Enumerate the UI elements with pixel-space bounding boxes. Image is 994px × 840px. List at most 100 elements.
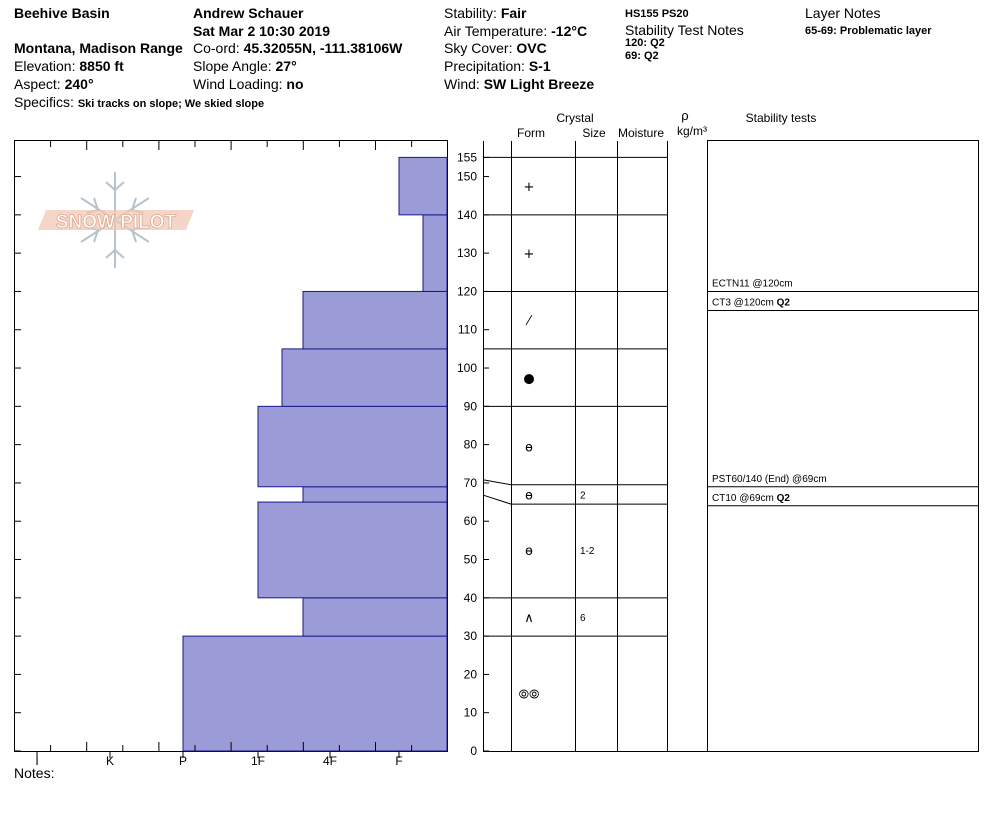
observation-datetime: Sat Mar 2 10:30 2019 [193,23,330,39]
depth-tick-label: 100 [457,361,477,375]
hardness-tick-label: 1F [251,754,265,768]
slope-label: Slope Angle: [193,58,272,74]
precipitation: Precipitation: S-1 [444,57,551,75]
aspect-value: 240° [64,76,94,92]
coordinates: Co-ord: 45.32055N, -111.38106W [193,39,402,57]
hardness-bar [281,348,448,407]
depth-axis: 0 10 20 30 40 50 60 70 80 90 100 110 120 130 140 150 155 [457,150,489,758]
hardness-bar [398,156,448,216]
depth-tick-label: 110 [458,323,477,337]
hardness-bar [302,486,448,503]
hardness-tick-label: 4F [323,754,337,768]
depth-tick-label: 60 [464,514,478,528]
elevation-label: Elevation: [14,58,76,74]
hardness-tick-label: P [179,754,187,768]
grain-form-symbol: ѳ [525,488,533,503]
sky-cover: Sky Cover: OVC [444,39,547,57]
specifics-value: Ski tracks on slope; We skied slope [77,98,265,110]
air-temperature: Air Temperature: -12°C [444,22,587,40]
depth-tick-label: 0 [470,744,477,758]
grain-forms: ⦾⦾ ∧ ѳ ѳ ѳ ● ⁄ + + [519,180,540,702]
depth-tick-label: 20 [464,667,478,681]
hardness-bar [182,635,448,752]
grain-size-value: 6 [580,613,586,624]
depth-tick-label: 30 [464,629,478,643]
aspect-label: Aspect: [14,76,61,92]
layer-boundary [482,494,667,505]
wind-loading-label: Wind Loading: [193,76,283,92]
hardness-tick-label: I [35,754,38,768]
stability: Stability: Fair [444,4,527,22]
hardness-bar [302,290,448,350]
depth-tick-label: 80 [464,438,478,452]
layer-boundary [482,479,667,486]
density-unit: kg/m³ [677,124,707,138]
depth-tick-label: 155 [457,150,477,164]
grain-form-symbol: + [524,247,535,262]
location-name: Beehive Basin [14,5,110,21]
wind-loading-value: no [286,76,304,92]
size-header: Size [582,126,606,140]
layer-table-frame [483,140,979,752]
hardness-tick-label: F [395,754,402,768]
hardness-bar [422,214,448,292]
wind-value: SW Light Breeze [483,76,595,92]
layer-note: 65-69: Problematic layer [805,25,932,37]
crystal-header: Crystal [556,111,593,125]
stability-test-above: PST60/140 (End) @69cm [712,474,827,485]
stability-tests-header: Stability tests [746,111,817,125]
aspect: Aspect: 240° [14,75,94,93]
slope-value: 27° [275,58,297,74]
wind: Wind: SW Light Breeze [444,75,594,93]
stability-value: Fair [500,5,527,21]
elevation: Elevation: 8850 ft [14,57,124,75]
form-header: Form [517,126,545,140]
slope-angle: Slope Angle: 27° [193,57,297,75]
top-tick-marks [14,141,413,752]
stability-test-results: ECTN11 @120cm CT3 @120cm Q2 PST60/140 (End… [707,278,978,507]
stability-test-notes-title: Stability Test Notes [625,22,744,38]
sky-label: Sky Cover: [444,40,513,56]
notes-label: Notes: [14,765,55,781]
hardness-axis-labels: I K P 1F 4F F [35,751,403,768]
stability-test-quality: Q2 [777,493,791,504]
grain-size-value: 1-2 [580,546,595,557]
hardness-tick-label: K [106,754,114,768]
bottom-tick-marks [14,742,413,751]
elevation-value: 8850 ft [79,58,124,74]
snowpilot-logo: SNOW PILOT [38,172,194,268]
mountain-range: Montana, Madison Range [14,40,183,56]
stability-label: Stability: [444,5,497,21]
observer-name: Andrew Schauer [193,5,304,21]
hardness-bars [182,156,448,752]
grain-form-symbol: ⦾⦾ [519,688,540,703]
depth-tick-label: 40 [464,591,478,605]
stability-test-below: CT10 @69cm Q2 [712,493,790,504]
coord-label: Co-ord: [193,40,240,56]
snow-height-penetration: HS155 PS20 [625,8,689,20]
logo-text: SNOW PILOT [56,212,177,233]
precip-value: S-1 [528,58,551,74]
depth-tick-label: 10 [464,706,478,720]
hardness-bar [257,405,448,488]
layer-boundaries [482,156,667,637]
hardness-bar [257,501,448,599]
moisture-header: Moisture [618,126,664,140]
grain-form-symbol: + [524,180,535,195]
precip-label: Precipitation: [444,58,525,74]
hardness-bar [302,597,448,637]
depth-tick-label: 140 [457,208,477,222]
stability-note: 69: Q2 [625,50,659,62]
depth-tick-label: 120 [457,284,477,298]
grain-sizes: 6 1-2 2 [580,490,595,624]
stability-test-below: CT3 @120cm Q2 [712,297,790,308]
air-temp-label: Air Temperature: [444,23,548,39]
stability-test-quality: Q2 [777,297,791,308]
stability-test-above: ECTN11 @120cm [712,278,793,289]
grain-form-symbol: ⁄ [525,314,533,329]
stability-note: 120: Q2 [625,37,665,49]
air-temp-value: -12°C [551,23,588,39]
grain-form-symbol: ѳ [525,441,533,456]
layer-notes-title: Layer Notes [805,5,881,21]
